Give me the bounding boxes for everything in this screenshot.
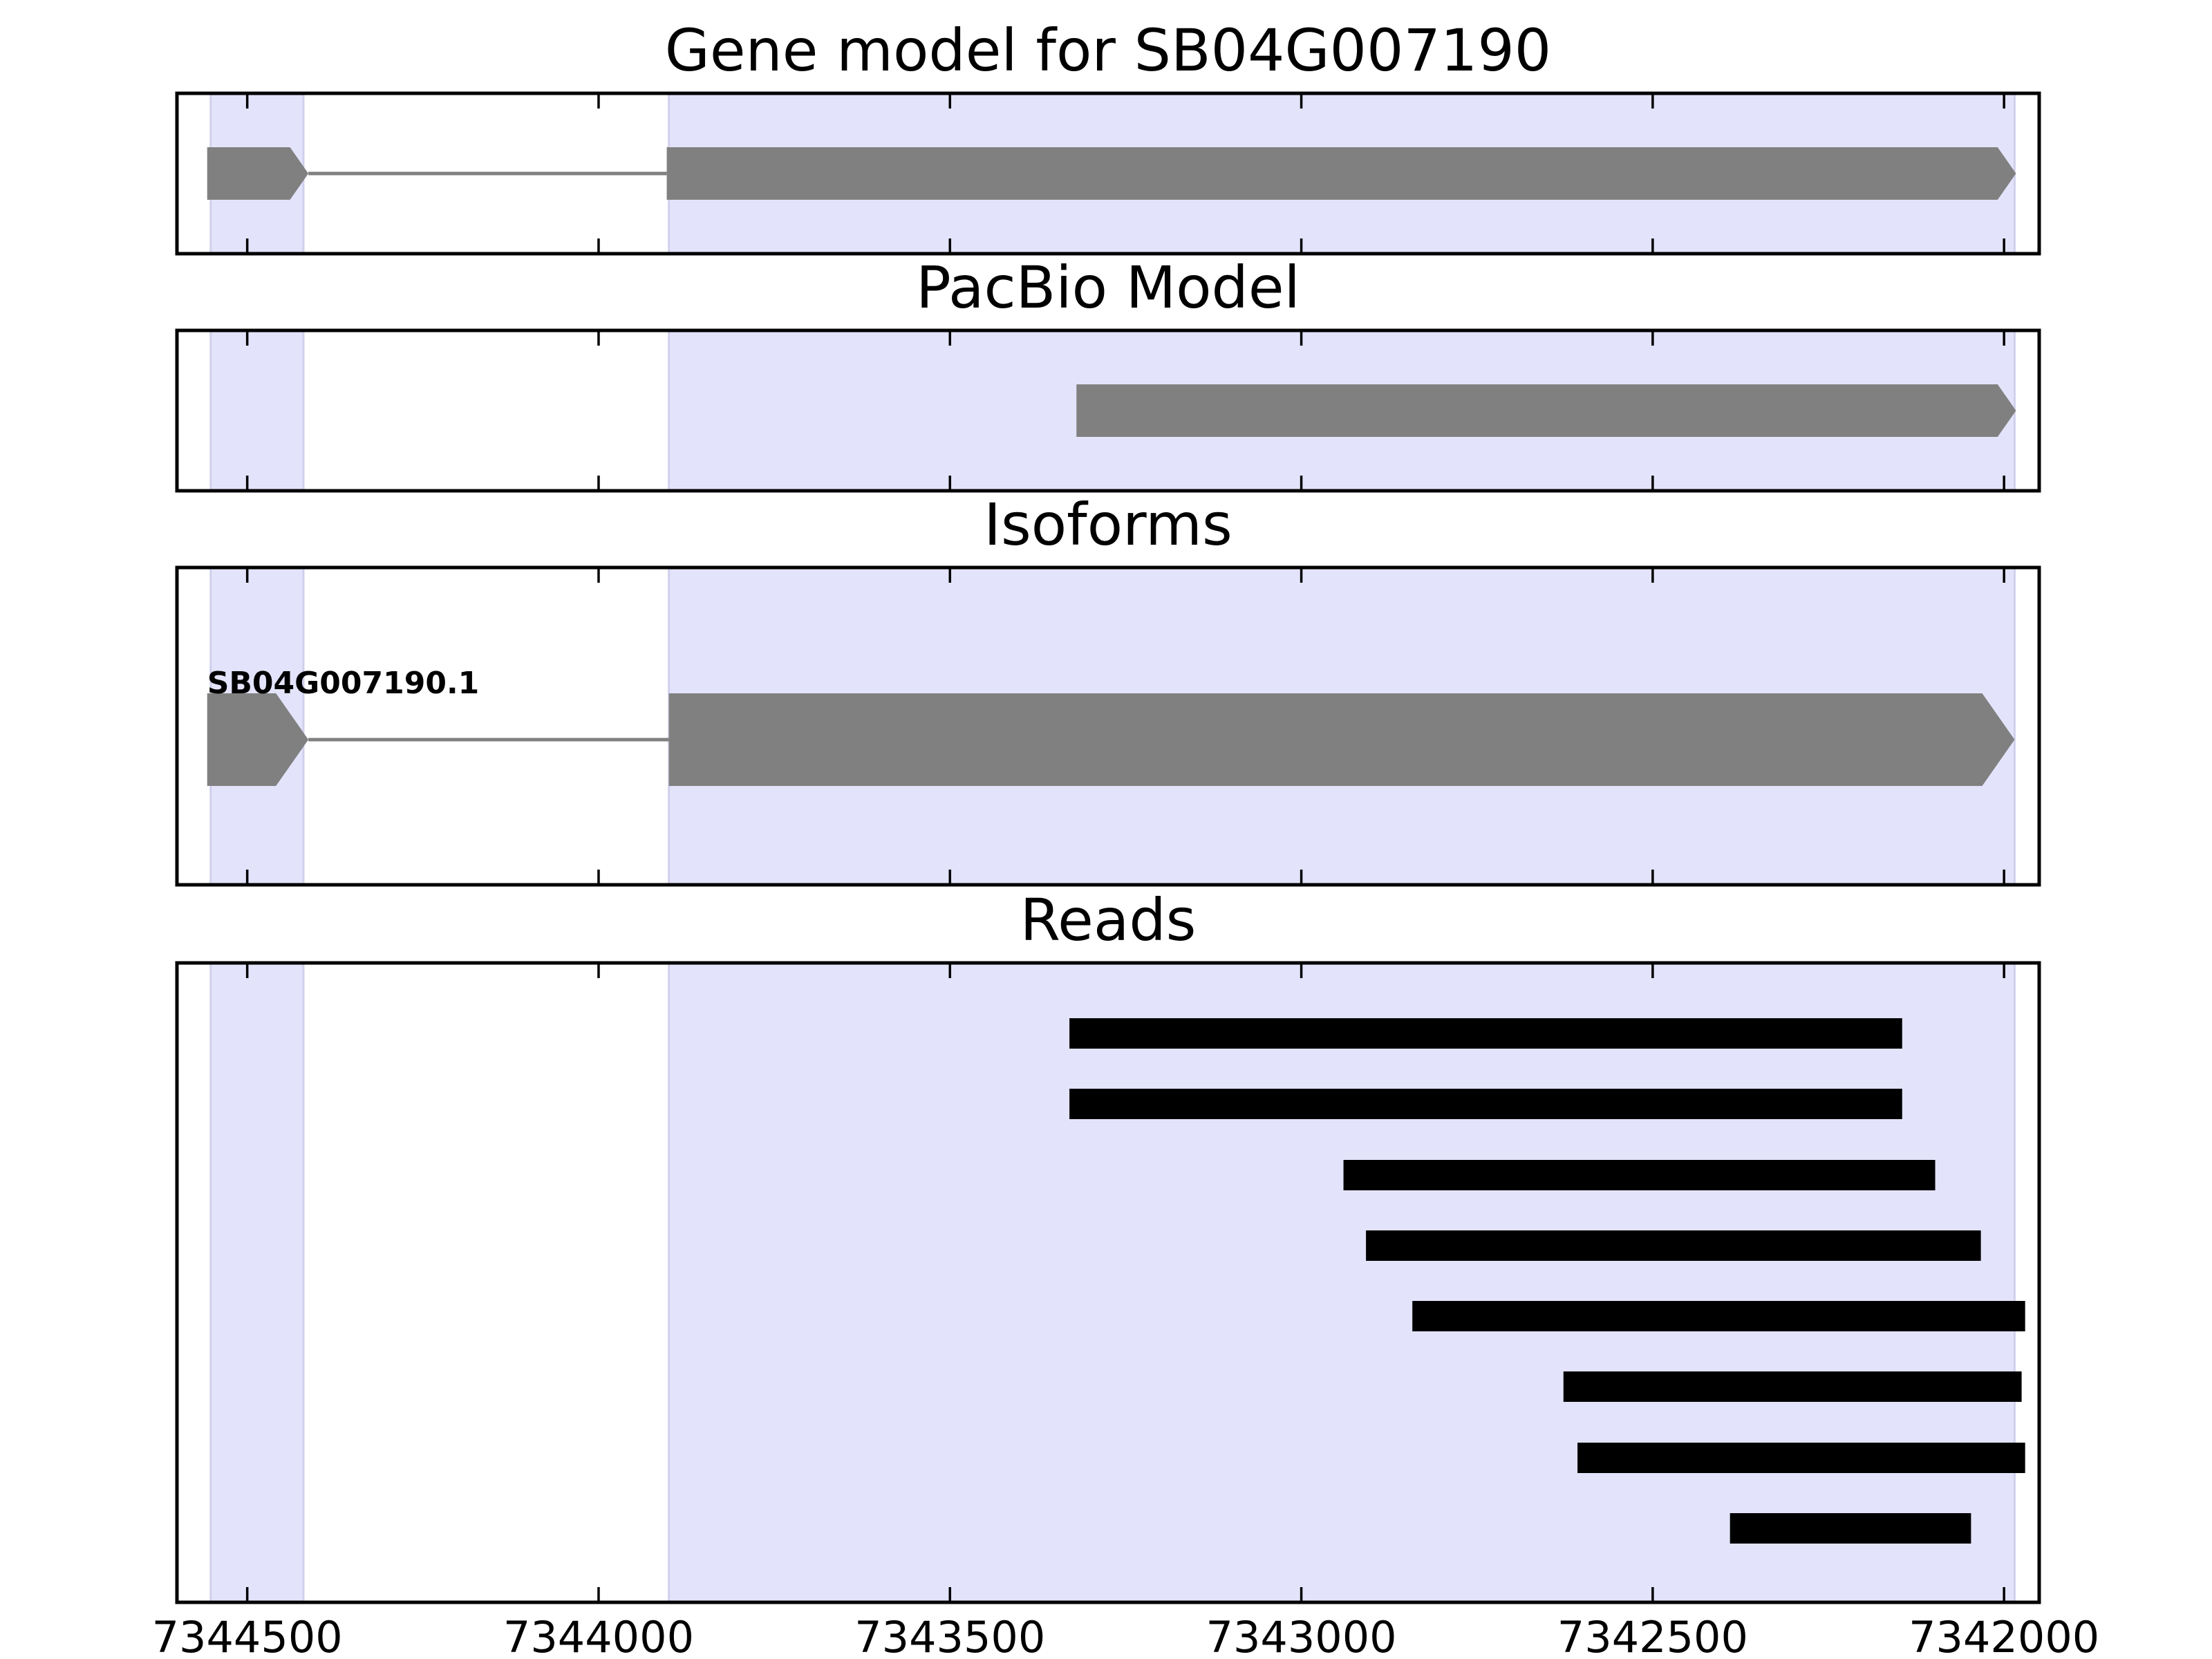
- x-tick-label: 7343000: [1206, 1612, 1397, 1659]
- highlight-region: [209, 962, 305, 1604]
- panels: Gene model for SB04G007190 PacBio Model Is…: [175, 17, 2041, 1604]
- read-bar: [1577, 1443, 2025, 1473]
- panel-frame: [175, 961, 2041, 1604]
- panel-title-isoforms: Isoforms: [984, 491, 1232, 559]
- panel-title-gene-model: Gene model for SB04G007190: [665, 17, 1551, 84]
- read-bar: [1412, 1301, 2025, 1331]
- exon-block: [666, 147, 2016, 200]
- exon-block: [1076, 384, 2016, 437]
- exon-block: [207, 147, 309, 200]
- panel-frame: [175, 91, 2041, 256]
- panel-title-reads: Reads: [1020, 886, 1197, 954]
- x-tick-label: 7343500: [854, 1612, 1045, 1659]
- x-tick-label: 7342000: [1909, 1612, 2099, 1659]
- panel-isoforms: Isoforms SB04G007190.1: [175, 491, 2041, 887]
- exon-block: [668, 693, 2015, 786]
- read-bar: [1366, 1230, 1981, 1261]
- read-bar: [1730, 1513, 1971, 1544]
- panel-title-pacbio-model: PacBio Model: [916, 254, 1300, 321]
- x-tick-label: 7344500: [152, 1612, 343, 1659]
- highlight-region: [668, 962, 2016, 1604]
- panel-frame: [175, 328, 2041, 493]
- panel-frame: [175, 565, 2041, 887]
- read-bar: [1343, 1160, 1936, 1190]
- x-tick-label: 7344000: [503, 1612, 694, 1659]
- highlight-region: [209, 329, 305, 492]
- isoform-label: SB04G007190.1: [207, 666, 480, 701]
- exon-block: [207, 693, 309, 786]
- panel-gene-model: Gene model for SB04G007190: [175, 17, 2041, 256]
- read-bar: [1563, 1371, 2022, 1402]
- read-bar: [1069, 1018, 1902, 1049]
- panel-pacbio-model: PacBio Model: [175, 254, 2041, 493]
- panel-reads: Reads: [175, 886, 2041, 1604]
- x-axis-tick-labels: 7344500 7344000 7343500 7343000 7342500 73420…: [152, 1612, 2100, 1659]
- x-tick-label: 7342500: [1557, 1612, 1748, 1659]
- read-bar: [1069, 1089, 1902, 1119]
